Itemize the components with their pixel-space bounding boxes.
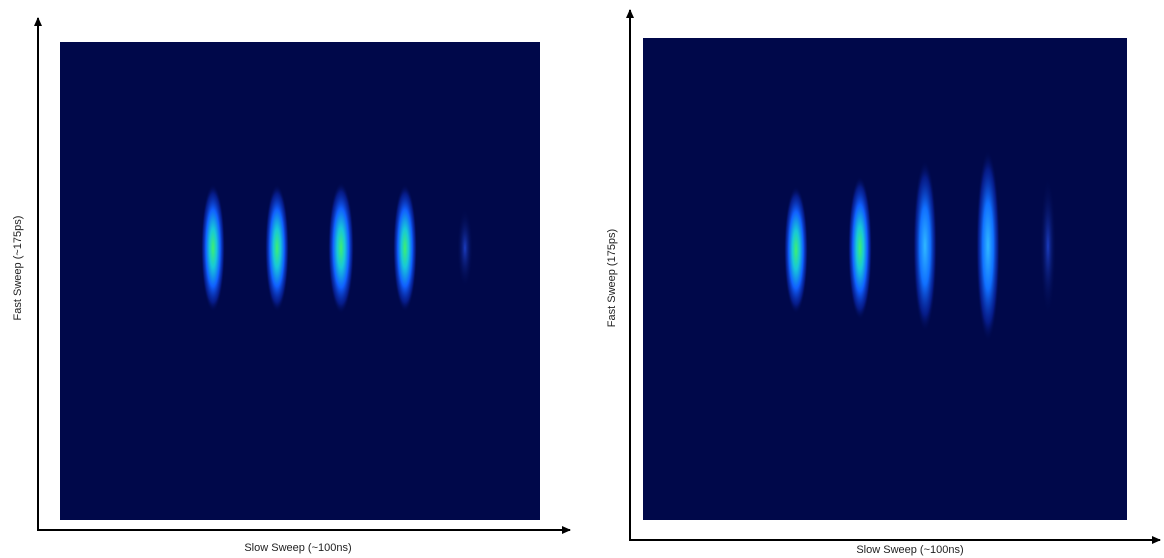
panel-left: Slow Sweep (~100ns) Fast Sweep (~175ps) <box>12 17 571 554</box>
pulse <box>913 160 937 332</box>
pulse <box>457 208 473 288</box>
y-axis-label: Fast Sweep (175ps) <box>606 229 618 327</box>
image-field <box>60 42 540 520</box>
y-axis-label: Fast Sweep (~175ps) <box>12 216 24 321</box>
pulse <box>328 182 354 314</box>
pulse <box>265 184 289 312</box>
pulse <box>393 184 417 312</box>
pulse <box>1040 176 1056 316</box>
pulse <box>848 176 872 320</box>
x-axis-label: Slow Sweep (~100ns) <box>856 544 963 556</box>
pulse <box>784 186 808 314</box>
pulse <box>201 184 225 312</box>
panel-right: Slow Sweep (~100ns) Fast Sweep (175ps) <box>606 9 1161 556</box>
pulse <box>976 150 1000 342</box>
x-axis-label: Slow Sweep (~100ns) <box>244 542 351 554</box>
